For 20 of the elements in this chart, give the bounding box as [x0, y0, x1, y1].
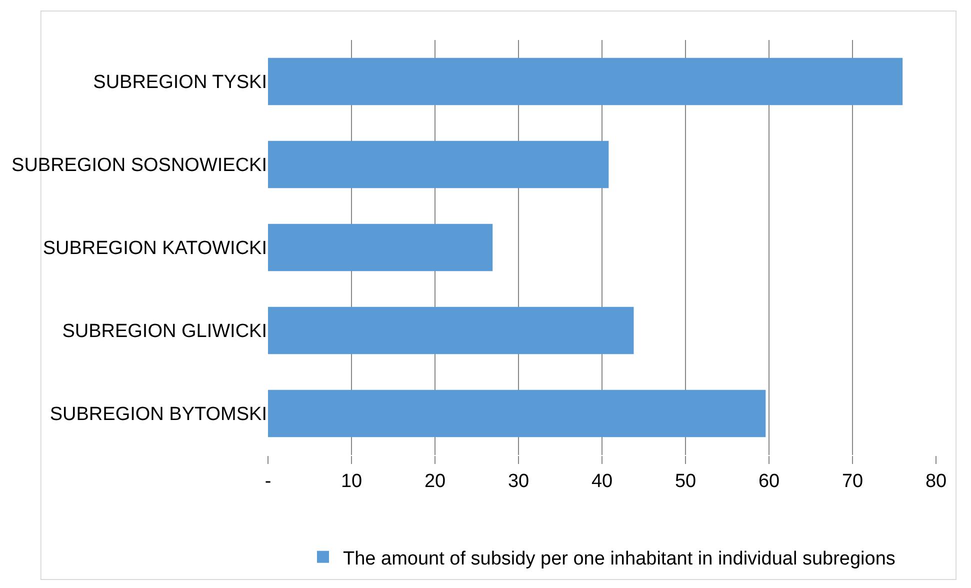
bar: [268, 306, 634, 354]
x-tick-label: 60: [758, 470, 780, 492]
y-tick-label: SUBREGION KATOWICKI: [42, 238, 267, 260]
bar: [268, 224, 493, 272]
bar: [268, 390, 766, 438]
x-tick-label: 50: [674, 470, 696, 492]
y-tick-label: SUBREGION GLIWICKI: [62, 321, 267, 342]
y-tick-label: SUBREGION TYSKI: [93, 72, 267, 94]
x-tick-label: 70: [842, 470, 864, 492]
bar: [268, 58, 903, 106]
bar: [268, 140, 609, 188]
legend-label: The amount of subsidy per one inhabitant in individual subregions: [343, 548, 896, 570]
x-tick-label: 40: [591, 470, 613, 492]
x-tick-label: 80: [925, 470, 947, 492]
y-tick-label: SUBREGION BYTOMSKI: [50, 404, 267, 426]
x-tick-label: 10: [340, 470, 362, 492]
y-tick-label: SUBREGION SOSNOWIECKI: [12, 155, 267, 176]
x-tick-label: -: [264, 470, 272, 492]
x-tick-label: 30: [508, 470, 530, 492]
x-tick-label: 20: [424, 470, 446, 492]
